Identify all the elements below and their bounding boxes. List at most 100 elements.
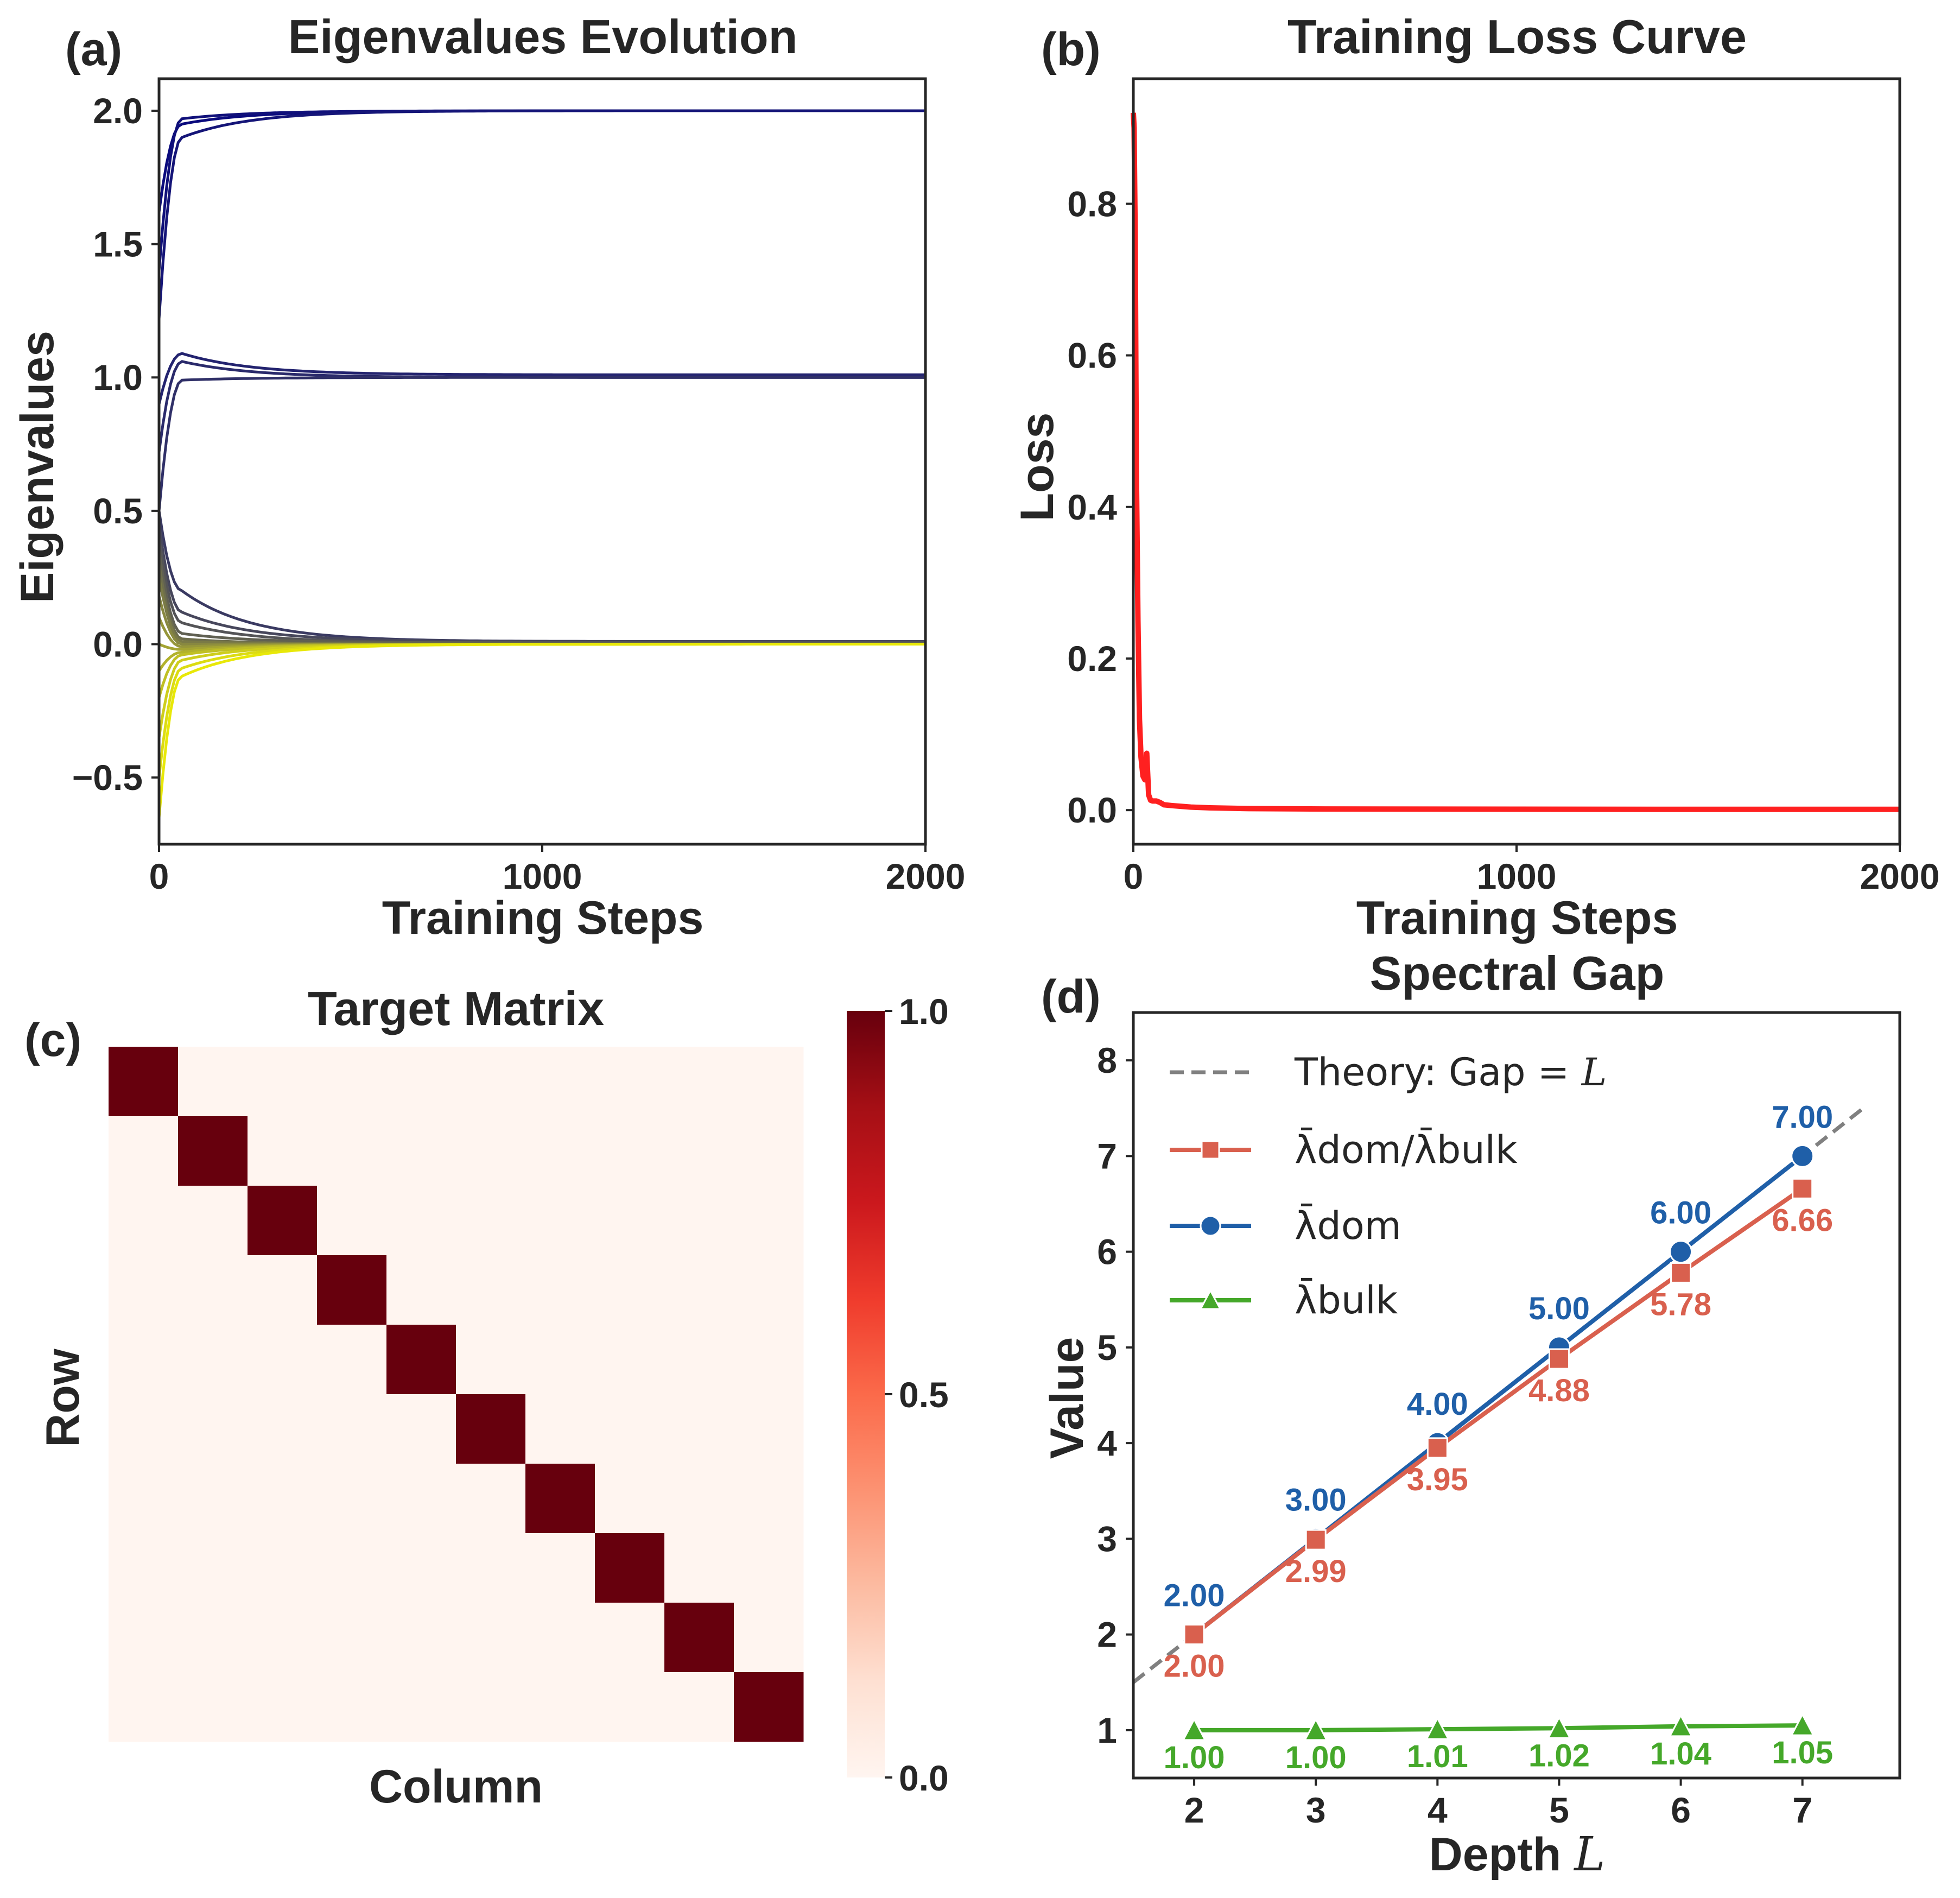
matrix-cell	[595, 1603, 665, 1673]
panel-b-title: Training Loss Curve	[1287, 10, 1747, 64]
matrix-cell	[734, 1533, 804, 1603]
matrix-cell	[734, 1394, 804, 1464]
matrix-cell	[109, 1255, 179, 1325]
panel-b-plot-area	[1131, 112, 1900, 812]
panel-b-ytick-label: 0.6	[1067, 336, 1117, 376]
eigenvalue-line	[159, 564, 925, 646]
matrix-cell	[386, 1464, 456, 1534]
matrix-cell	[734, 1047, 804, 1117]
matrix-cell	[386, 1325, 456, 1395]
matrix-cell	[456, 1464, 526, 1534]
matrix-cell	[456, 1672, 526, 1742]
data-label: 1.01	[1407, 1739, 1468, 1774]
matrix-cell	[664, 1603, 734, 1673]
matrix-cell	[525, 1533, 595, 1603]
data-label: 2.99	[1285, 1554, 1347, 1589]
matrix-cell	[248, 1047, 318, 1117]
colorbar-ticks: 0.0 0.5 1.0	[885, 991, 949, 1798]
panel-b-xlabel: Training Steps	[1356, 892, 1678, 944]
matrix-cell	[248, 1533, 318, 1603]
matrix-cell	[109, 1464, 179, 1534]
panel-b-xtick-label: 1000	[1477, 856, 1557, 896]
panel-b-loss: (b) Training Loss Curve 0 1000 20000.00.20…	[1011, 10, 1939, 944]
panel-a-eigenvalues: (a) Eigenvalues Evolution 0 1000 2000−0.50…	[11, 10, 965, 944]
point-marker	[1669, 1713, 1693, 1737]
matrix-cell	[664, 1186, 734, 1256]
series-line	[1194, 1723, 1803, 1732]
legend-theory-name: Theory: Gap	[1294, 1050, 1538, 1094]
panel-a-xtick-label: 0	[149, 856, 169, 896]
colorbar	[847, 1011, 885, 1777]
legend-theory-label: Theory: Gap = L	[1294, 1050, 1607, 1094]
data-label: 3.00	[1285, 1482, 1347, 1517]
matrix-cell	[109, 1394, 179, 1464]
matrix-cell	[109, 1603, 179, 1673]
panel-c-ylabel: Row	[37, 1348, 89, 1447]
matrix-cell	[317, 1116, 387, 1186]
legend-label: λ̄dom	[1295, 1203, 1401, 1248]
matrix-cell	[456, 1186, 526, 1256]
matrix-cell	[595, 1394, 665, 1464]
matrix-cell	[734, 1325, 804, 1395]
eigenvalue-line	[159, 109, 925, 271]
panel-a-frame	[157, 77, 927, 846]
matrix-cell	[456, 1394, 526, 1464]
eigenvalue-line	[159, 376, 925, 511]
matrix-cell	[178, 1394, 248, 1464]
matrix-cell	[525, 1186, 595, 1256]
matrix-cell	[525, 1672, 595, 1742]
panel-d-ytick-label: 7	[1097, 1136, 1117, 1176]
matrix-cell	[386, 1186, 456, 1256]
panel-a-ytick-label: 1.5	[93, 224, 143, 264]
data-label: 5.00	[1528, 1291, 1590, 1326]
data-label: 2.00	[1164, 1578, 1225, 1614]
panel-d-plot-area: 2.00 2.99 3.95 4.88 5.78 6.66 2.00 3.00 4.00 5.00…	[1132, 1099, 1864, 1775]
matrix-cell	[386, 1672, 456, 1742]
matrix-cell	[248, 1394, 318, 1464]
panel-d-xtick-label: 4	[1428, 1790, 1448, 1830]
matrix-cell	[456, 1603, 526, 1673]
panel-a-xlabel: Training Steps	[382, 892, 704, 944]
panel-d-frame	[1132, 1011, 1901, 1780]
matrix-cell	[178, 1116, 248, 1186]
matrix-cell	[734, 1603, 804, 1673]
panel-c-letter: (c)	[24, 1014, 81, 1066]
point-marker	[1792, 1178, 1813, 1199]
data-label: 1.00	[1164, 1740, 1225, 1775]
panel-d-title: Spectral Gap	[1370, 946, 1665, 1000]
eigenvalue-line	[159, 643, 925, 738]
legend-label: λ̄bulk	[1295, 1277, 1398, 1323]
matrix-cell	[178, 1464, 248, 1534]
matrix-cell	[248, 1672, 318, 1742]
panel-b-frame	[1132, 77, 1901, 846]
matrix-cell	[664, 1255, 734, 1325]
panel-c-heatmap: (c) Target Matrix Column Row 0.0 0.5 1.0	[24, 982, 949, 1813]
point-marker	[1182, 1717, 1207, 1741]
matrix-cell	[595, 1255, 665, 1325]
legend-theory-suffix: = L	[1538, 1050, 1607, 1094]
data-label: 1.02	[1528, 1738, 1590, 1773]
matrix-cell	[178, 1255, 248, 1325]
matrix-cell	[734, 1255, 804, 1325]
matrix-cell	[109, 1533, 179, 1603]
matrix-cell	[386, 1533, 456, 1603]
panel-a-ylabel: Eigenvalues	[11, 331, 64, 603]
panel-a-plot-area	[159, 109, 925, 818]
panel-b-letter: (b)	[1041, 23, 1101, 75]
matrix-cell	[109, 1186, 179, 1256]
panel-d-ytick-label: 6	[1097, 1232, 1117, 1272]
matrix-cell	[386, 1116, 456, 1186]
matrix-cell	[248, 1325, 318, 1395]
panel-b-xtick-label: 0	[1124, 856, 1144, 896]
eigenvalue-line	[159, 109, 925, 319]
matrix-cell	[664, 1047, 734, 1117]
matrix-cell	[734, 1464, 804, 1534]
colorbar-tick-label: 0.0	[899, 1758, 949, 1798]
matrix-cell	[525, 1603, 595, 1673]
legend-label: λ̄dom/λ̄bulk	[1295, 1127, 1518, 1172]
matrix-cell	[525, 1325, 595, 1395]
matrix-cell	[734, 1186, 804, 1256]
eigenvalue-line	[159, 524, 925, 643]
matrix-cell	[317, 1394, 387, 1464]
